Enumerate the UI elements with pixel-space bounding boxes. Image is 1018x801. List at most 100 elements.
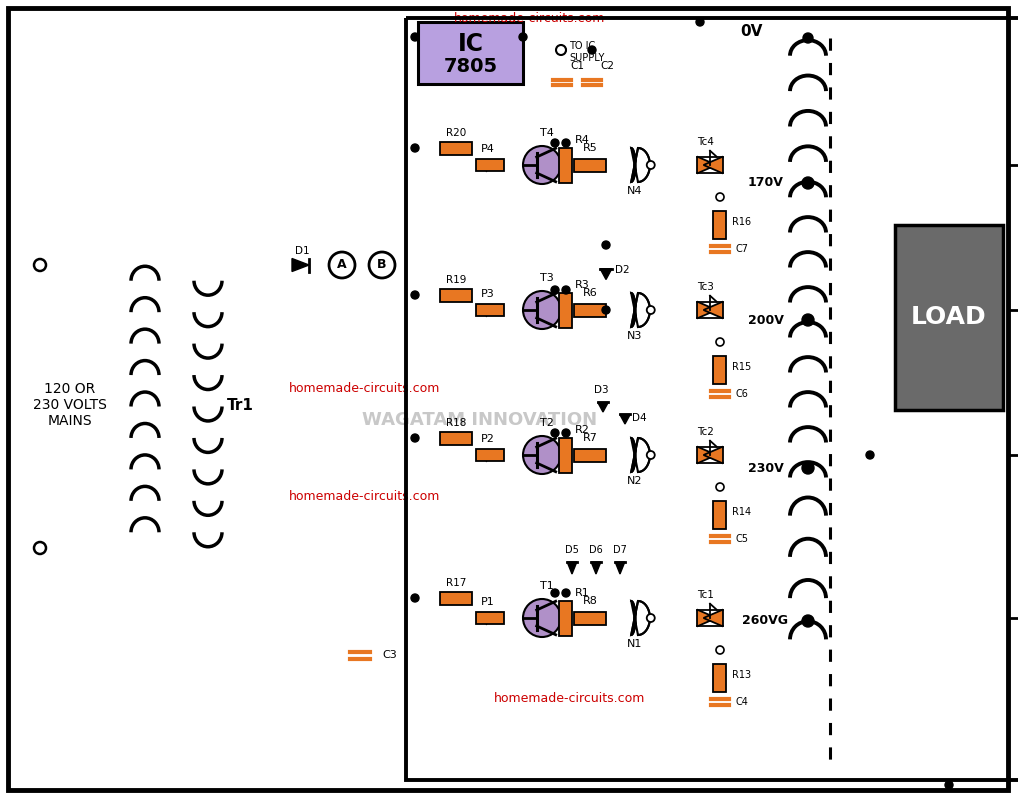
Text: R1: R1 bbox=[574, 588, 589, 598]
Text: D6: D6 bbox=[589, 545, 603, 555]
Text: R19: R19 bbox=[446, 275, 466, 285]
Text: T3: T3 bbox=[541, 273, 554, 283]
Text: D2: D2 bbox=[615, 265, 629, 275]
Text: R3: R3 bbox=[574, 280, 589, 290]
Bar bbox=[440, 432, 472, 445]
Polygon shape bbox=[697, 301, 717, 319]
Text: 260VG: 260VG bbox=[742, 614, 788, 627]
Circle shape bbox=[519, 33, 527, 41]
Text: homemade-circuits.com: homemade-circuits.com bbox=[454, 11, 606, 25]
Bar bbox=[574, 611, 606, 625]
Circle shape bbox=[945, 781, 953, 789]
Text: R17: R17 bbox=[446, 578, 466, 588]
Circle shape bbox=[562, 429, 570, 437]
Text: C3: C3 bbox=[382, 650, 397, 660]
Text: C1: C1 bbox=[570, 61, 584, 71]
Text: C5: C5 bbox=[735, 534, 748, 544]
Bar bbox=[895, 225, 1003, 410]
Circle shape bbox=[646, 161, 655, 169]
Text: R5: R5 bbox=[582, 143, 598, 153]
Bar bbox=[440, 142, 472, 155]
Circle shape bbox=[716, 646, 724, 654]
Circle shape bbox=[34, 259, 46, 271]
Bar bbox=[476, 612, 504, 624]
Text: D5: D5 bbox=[565, 545, 579, 555]
Text: R4: R4 bbox=[574, 135, 589, 145]
Bar bbox=[714, 356, 727, 384]
Circle shape bbox=[411, 434, 419, 442]
Circle shape bbox=[802, 314, 814, 326]
Text: R14: R14 bbox=[732, 507, 751, 517]
Circle shape bbox=[551, 429, 559, 437]
Text: Tc1: Tc1 bbox=[697, 590, 715, 600]
Polygon shape bbox=[631, 148, 649, 182]
Circle shape bbox=[551, 139, 559, 147]
Text: T1: T1 bbox=[541, 581, 554, 591]
Polygon shape bbox=[601, 268, 612, 280]
Text: TO IC
SUPPLY: TO IC SUPPLY bbox=[569, 41, 605, 62]
Circle shape bbox=[716, 338, 724, 346]
Circle shape bbox=[716, 193, 724, 201]
Text: N2: N2 bbox=[627, 476, 642, 486]
Polygon shape bbox=[697, 446, 717, 464]
Text: R7: R7 bbox=[582, 433, 598, 443]
Circle shape bbox=[804, 34, 812, 42]
Text: R16: R16 bbox=[732, 217, 751, 227]
Circle shape bbox=[34, 542, 46, 554]
Bar bbox=[406, 18, 1018, 780]
Bar bbox=[574, 449, 606, 461]
Circle shape bbox=[329, 252, 355, 278]
Bar bbox=[440, 591, 472, 605]
Circle shape bbox=[588, 46, 596, 54]
Circle shape bbox=[523, 291, 561, 329]
Bar bbox=[560, 437, 572, 473]
Text: Tc4: Tc4 bbox=[697, 137, 715, 147]
Circle shape bbox=[802, 177, 814, 189]
Circle shape bbox=[411, 33, 419, 41]
Bar bbox=[574, 304, 606, 316]
Circle shape bbox=[562, 139, 570, 147]
Text: R15: R15 bbox=[732, 362, 751, 372]
Bar bbox=[440, 288, 472, 301]
Bar bbox=[714, 501, 727, 529]
Bar bbox=[476, 159, 504, 171]
Text: P4: P4 bbox=[482, 144, 495, 154]
Circle shape bbox=[562, 589, 570, 597]
Circle shape bbox=[802, 462, 814, 474]
Text: D3: D3 bbox=[593, 385, 609, 395]
Text: homemade-circuits.com: homemade-circuits.com bbox=[289, 490, 441, 504]
Circle shape bbox=[646, 306, 655, 314]
Text: homemade-circuits.com: homemade-circuits.com bbox=[289, 381, 441, 395]
Text: R8: R8 bbox=[582, 596, 598, 606]
Bar bbox=[574, 159, 606, 171]
Bar bbox=[714, 211, 727, 239]
Circle shape bbox=[562, 286, 570, 294]
Polygon shape bbox=[703, 301, 723, 319]
Polygon shape bbox=[567, 562, 577, 574]
Text: N1: N1 bbox=[627, 639, 642, 649]
Text: A: A bbox=[337, 259, 347, 272]
Bar bbox=[560, 601, 572, 635]
Text: T2: T2 bbox=[541, 418, 554, 428]
Bar bbox=[418, 22, 523, 84]
Circle shape bbox=[551, 589, 559, 597]
Text: Tc2: Tc2 bbox=[697, 427, 715, 437]
Text: P3: P3 bbox=[482, 289, 495, 299]
Text: D7: D7 bbox=[613, 545, 627, 555]
Bar bbox=[714, 664, 727, 692]
Circle shape bbox=[523, 146, 561, 184]
Text: 120 OR
230 VOLTS
MAINS: 120 OR 230 VOLTS MAINS bbox=[33, 382, 107, 429]
Text: WAGATAM INNOVATION: WAGATAM INNOVATION bbox=[362, 411, 598, 429]
Circle shape bbox=[646, 451, 655, 459]
Circle shape bbox=[558, 46, 566, 54]
Polygon shape bbox=[591, 562, 601, 574]
Circle shape bbox=[411, 594, 419, 602]
Circle shape bbox=[866, 451, 874, 459]
Polygon shape bbox=[697, 156, 717, 174]
Text: D1: D1 bbox=[294, 246, 309, 256]
Text: 200V: 200V bbox=[748, 313, 784, 327]
Polygon shape bbox=[631, 438, 649, 472]
Text: R13: R13 bbox=[732, 670, 751, 680]
Text: N3: N3 bbox=[627, 331, 642, 341]
Bar bbox=[560, 147, 572, 183]
